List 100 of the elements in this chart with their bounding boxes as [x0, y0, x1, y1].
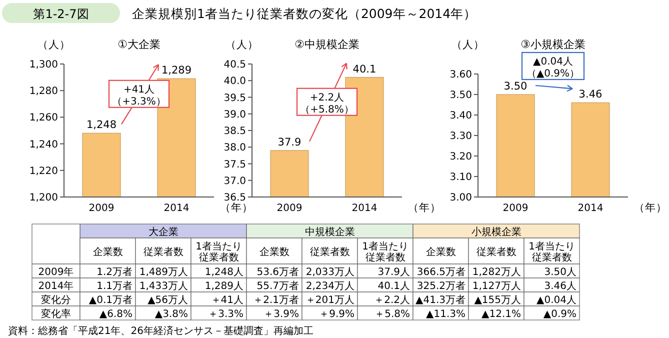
chart-title: ②中規模企業	[294, 38, 360, 51]
chart-title: ③小規模企業	[520, 38, 586, 51]
text: ▲12.1%	[482, 309, 521, 320]
category-label: 従業者数	[476, 246, 516, 258]
x-axis-title: （年）	[408, 202, 441, 214]
y-tick-label: 3.40	[450, 110, 472, 122]
y-tick-label: 3.50	[450, 90, 472, 101]
x-tick-label: 2014	[352, 203, 378, 214]
text: 3.46人	[544, 281, 576, 292]
y-tick-label: 3.30	[450, 131, 472, 142]
text: 2,033万人	[306, 267, 354, 278]
y-axis-title: （人）	[452, 39, 484, 51]
x-tick-label: 2009	[276, 203, 302, 214]
text: 3.50人	[544, 267, 576, 278]
x-axis-title: （年）	[634, 202, 667, 214]
text: 2,234万人	[306, 281, 354, 292]
text: ▲0.1万者	[88, 295, 132, 306]
text: ＋9.9%	[319, 309, 354, 320]
category-label: 従業者数	[143, 246, 184, 258]
text: ＋3.9%	[264, 309, 299, 320]
text: ▲0.9%	[543, 309, 576, 320]
text: ＋41人	[210, 295, 244, 306]
y-axis-title: （人）	[226, 39, 258, 51]
data-label: 1,289	[161, 64, 192, 77]
category-label: 1者当たり従業者数	[196, 240, 242, 264]
text: 1,282万人	[472, 267, 521, 278]
y-tick-label: 1,260	[29, 112, 58, 124]
category-label: 1者当たり従業者数	[362, 240, 408, 264]
category-label: 企業数	[92, 246, 123, 258]
y-tick-label: 3.20	[450, 152, 472, 162]
data-label: 37.9	[278, 136, 302, 148]
x-tick-label: 2014	[578, 203, 604, 214]
text: 大企業	[148, 226, 178, 238]
x-axis-title: （年）	[220, 202, 253, 214]
text: 40.1人	[378, 281, 410, 292]
category-label: 2009年	[38, 267, 74, 278]
annotation: （+3.3%）	[112, 96, 166, 108]
text: ▲0.04人	[533, 56, 573, 68]
x-tick-label: 2009	[502, 203, 528, 214]
y-tick-label: 1,280	[29, 86, 58, 98]
text: 企業規模別1者当たり従業者数の変化（2009年～2014年）	[132, 6, 477, 21]
annotation: （▲0.9%）	[526, 68, 580, 80]
text: ＋5.8%	[374, 309, 410, 320]
text: 1,489万人	[139, 267, 188, 278]
y-tick-label: 37.0	[224, 176, 246, 187]
text: 小規模企業	[471, 226, 522, 238]
text: ▲3.8%	[154, 309, 188, 320]
chart-title: ①大企業	[118, 38, 160, 51]
text: ▲11.3%	[426, 309, 466, 320]
text: 1,433万人	[139, 281, 188, 292]
category-label: 従業者数	[310, 246, 350, 258]
category-label: 企業数	[426, 246, 456, 258]
y-tick-label: 1,220	[29, 166, 58, 177]
y-tick-label: 3.00	[450, 192, 472, 204]
y-tick-label: 3.10	[450, 172, 472, 183]
text: 中規模企業	[304, 226, 355, 238]
text: ▲56万人	[148, 295, 188, 306]
text: ＋2.1万者	[253, 295, 299, 306]
y-tick-label: 1,300	[29, 60, 58, 70]
annotation: +2.2人	[310, 92, 344, 104]
y-tick-label: 37.5	[224, 159, 246, 170]
data-label: 40.1	[352, 63, 376, 76]
data-label: 3.50	[504, 80, 528, 92]
category-label: 2014年	[38, 281, 74, 292]
y-tick-label: 1,200	[29, 192, 58, 204]
category-label: 企業数	[259, 246, 290, 258]
text: ▲41.3万者	[416, 295, 466, 306]
y-tick-label: 38.5	[224, 126, 246, 137]
text: 資料：総務省「平成21年、26年経済センサス－基礎調査」再編加工	[8, 325, 314, 337]
text: ▲0.04人	[536, 295, 576, 306]
category-label: 変化分	[41, 295, 71, 306]
y-tick-label: 39.0	[224, 109, 246, 120]
text: 1,289人	[204, 281, 244, 292]
category-label: 変化率	[41, 309, 71, 320]
text: 1,248人	[204, 267, 244, 278]
y-tick-label: 3.60	[450, 70, 472, 80]
text: 366.5万者	[416, 267, 466, 278]
text: 325.2万者	[416, 281, 466, 292]
data-label: 1,248	[86, 119, 117, 132]
data-label: 3.46	[578, 88, 603, 101]
text: 37.9人	[378, 267, 410, 278]
text: ▲155万人	[474, 295, 521, 306]
text: 55.7万者	[256, 281, 299, 292]
x-tick-label: 2009	[88, 203, 114, 214]
y-tick-label: 40.0	[224, 76, 246, 88]
text: 1.1万者	[96, 281, 132, 292]
y-tick-label: 39.5	[224, 92, 246, 104]
y-tick-label: 38.0	[224, 142, 246, 154]
annotation: （+5.8%）	[300, 104, 354, 116]
text: ▲6.8%	[99, 309, 132, 320]
y-tick-label: 40.5	[224, 60, 246, 70]
text: 1,127万人	[472, 281, 521, 292]
x-tick-label: 2014	[164, 203, 190, 214]
text: ＋3.3%	[208, 309, 244, 320]
text: 第1-2-7図	[33, 7, 89, 21]
annotation: +41人	[123, 84, 155, 96]
y-axis-title: （人）	[38, 39, 70, 51]
y-tick-label: 36.5	[224, 192, 246, 204]
category-label: 1者当たり従業者数	[528, 240, 575, 264]
text: 1.2万者	[96, 267, 132, 278]
